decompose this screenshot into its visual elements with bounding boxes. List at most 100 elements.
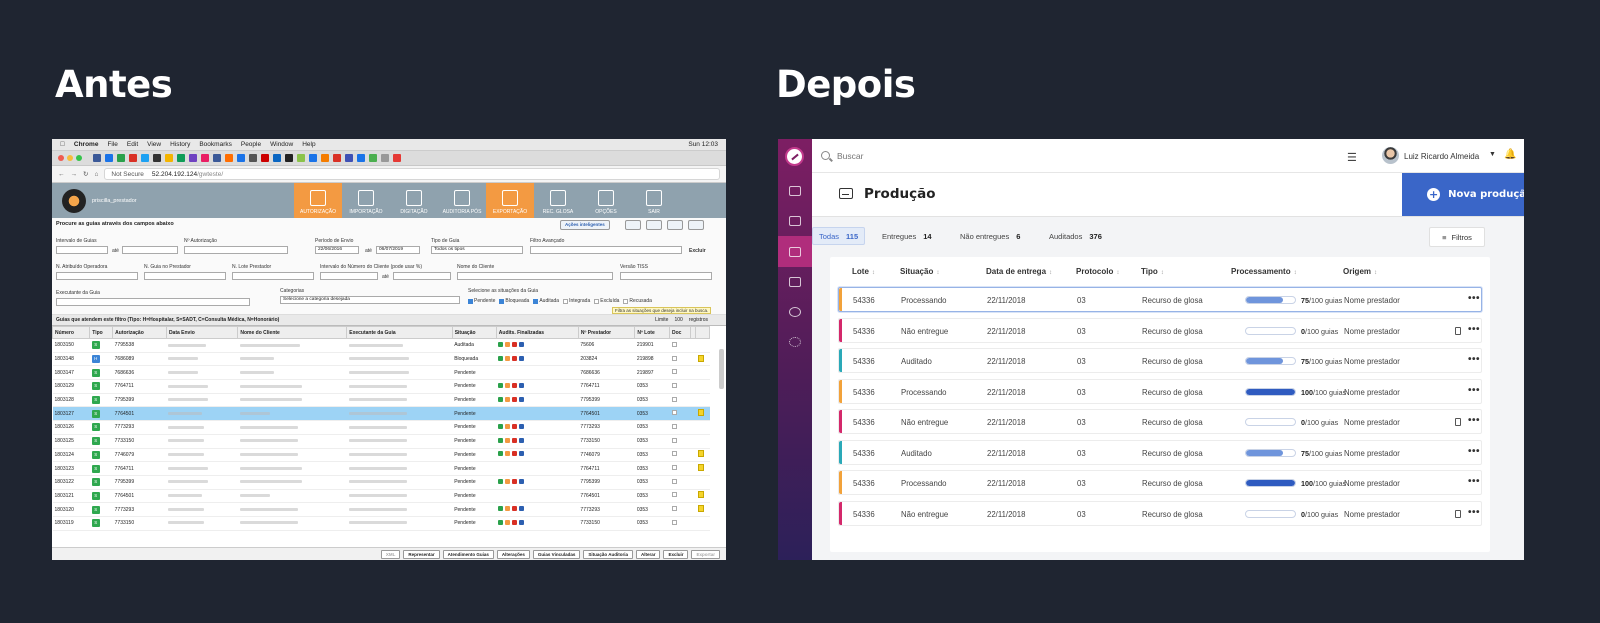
bookmark-favicon[interactable] [309,154,317,162]
column-header[interactable]: Tipo [89,326,114,339]
column-header[interactable]: Executante da Guia [346,326,453,339]
doc-checkbox[interactable] [671,437,677,443]
audit-icon[interactable] [505,382,511,388]
bookmark-favicon[interactable] [333,154,341,162]
app-logo-icon[interactable] [785,147,804,166]
audit-icon[interactable] [505,437,511,443]
tab-todas[interactable]: Todas 115 [812,227,866,245]
document-icon[interactable] [1455,418,1461,426]
table-row[interactable]: 54336 Auditado 22/11/2018 03 Recurso de glos… [838,439,1482,465]
executante-input[interactable] [56,298,250,306]
mac-menu-item[interactable]: Edit [122,141,138,148]
column-header[interactable]: Lote ↕ [852,267,875,276]
situacao-checkbox[interactable]: Bloqueada [499,298,529,304]
note-icon[interactable] [697,505,704,513]
bookmark-favicon[interactable] [237,154,245,162]
autorizacao-input[interactable] [184,246,288,254]
bookmark-favicon[interactable] [249,154,257,162]
footer-button[interactable]: Exportar [691,549,720,559]
column-header[interactable]: Origem ↕ [1343,267,1377,276]
chevron-down-icon[interactable]: ▼ [1489,151,1496,158]
bookmark-favicon[interactable] [129,154,137,162]
back-arrow-icon[interactable]: ← [58,170,65,178]
avatar[interactable] [1382,147,1399,164]
bookmark-favicon[interactable] [93,154,101,162]
more-options-icon[interactable]: ••• [1468,354,1481,365]
bookmark-favicon[interactable] [141,154,149,162]
bookmark-favicon[interactable] [153,154,161,162]
audit-icon[interactable] [498,451,504,457]
bookmark-favicon[interactable] [105,154,113,162]
audit-icon[interactable] [505,478,511,484]
clear-button[interactable] [667,220,683,230]
note-icon[interactable] [697,450,704,458]
audit-icon[interactable] [512,451,518,457]
tipo-guia-select[interactable]: Todos os tipos [431,246,523,254]
audit-icon[interactable] [519,341,525,347]
sidebar-dashboard-icon[interactable] [789,186,801,196]
column-header[interactable]: Protocolo ↕ [1076,267,1119,276]
module-button[interactable]: IMPORTAÇÃO [342,183,390,218]
user-name[interactable]: Luiz Ricardo Almeida [1404,152,1480,161]
doc-checkbox[interactable] [671,465,677,471]
column-header[interactable]: Data de entrega ↕ [986,267,1052,276]
audit-icon[interactable] [505,423,511,429]
more-options-icon[interactable]: ••• [1468,476,1481,487]
module-button[interactable]: AUTORIZAÇÃO [294,183,342,218]
more-options-icon[interactable]: ••• [1468,384,1481,396]
audit-icon[interactable] [512,423,518,429]
situacao-checkbox[interactable]: Excluída [594,298,619,304]
bookmark-favicon[interactable] [393,154,401,162]
table-row[interactable]: 1803129 S 7764711 Pendente 7764711 0353 [52,379,710,394]
mac-menu-item[interactable]: Bookmarks [194,141,232,148]
audit-icon[interactable] [519,355,525,361]
table-row[interactable]: 54336 Processando 22/11/2018 03 Recurso de g… [838,470,1482,495]
guia-from-input[interactable] [56,246,108,254]
table-row[interactable]: 1803119 S 7733150 Pendente 7733150 0353 [52,516,710,531]
sidebar-gear-icon[interactable] [789,337,801,347]
mac-menu-item[interactable]: Window [265,141,293,148]
bookmark-favicon[interactable] [189,154,197,162]
table-row[interactable]: 1803127 S 7764501 Pendente 7764501 0353 [52,406,710,422]
audit-icon[interactable] [498,423,504,429]
audit-icon[interactable] [505,451,511,457]
bell-icon[interactable]: 🔔 [1504,149,1517,160]
table-row[interactable]: 1803123 S 7764711 Pendente 7764711 0353 [52,461,710,476]
guia-to-input[interactable] [122,246,178,254]
footer-button[interactable]: Alterar [635,549,661,559]
situacao-checkbox[interactable]: Auditada [533,298,559,304]
reload-icon[interactable]: ↻ [83,171,89,178]
audit-icon[interactable] [512,519,518,525]
mac-menu-item[interactable]: Chrome [69,141,99,148]
column-header[interactable]: Autorização [112,326,167,339]
column-header[interactable]: Doc [669,326,692,339]
filtro-avancado-select[interactable] [530,246,682,254]
situacao-checkbox[interactable]: Recusada [623,298,652,304]
audit-icon[interactable] [519,396,525,402]
undo-button[interactable] [688,220,704,230]
bookmark-favicon[interactable] [165,154,173,162]
mac-menu-item[interactable]: File [102,141,117,148]
table-row[interactable]: 1803124 S 7746079 Pendente 7746079 0353 [52,448,710,463]
limit-value[interactable]: 100 [674,317,683,323]
doc-checkbox[interactable] [671,410,677,416]
bookmark-favicon[interactable] [369,154,377,162]
document-icon[interactable] [1455,326,1461,335]
bookmark-favicon[interactable] [177,154,185,162]
minimize-window-icon[interactable] [67,155,73,161]
module-button[interactable]: DIGITAÇÃO [390,183,438,218]
n-guia-prestador-input[interactable] [144,272,226,280]
bookmark-favicon[interactable] [297,154,305,162]
forward-arrow-icon[interactable]: → [70,170,78,178]
search-input[interactable] [837,149,1057,163]
footer-button[interactable]: Guias Vinculadas [532,549,581,559]
n-lote-prestador-input[interactable] [232,272,314,280]
close-window-icon[interactable] [58,155,64,161]
table-row[interactable]: 54336 Não entregue 22/11/2018 03 Recurso de … [838,500,1482,526]
situacao-checkbox[interactable]: Integrada [563,298,590,304]
audit-icon[interactable] [512,341,518,347]
doc-checkbox[interactable] [671,478,677,484]
audit-icon[interactable] [512,506,518,512]
mac-menu-item[interactable]: People [235,141,261,148]
table-scrollbar[interactable] [719,349,724,389]
